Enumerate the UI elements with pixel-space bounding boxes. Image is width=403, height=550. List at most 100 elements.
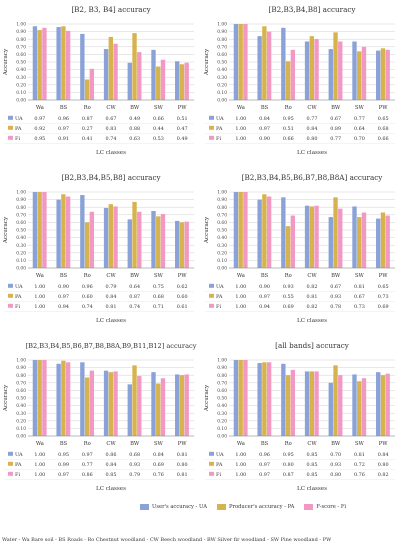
table-swatch-ua [8, 283, 13, 288]
table-cell: 0.71 [153, 304, 164, 310]
table-cell: 0.93 [330, 294, 341, 300]
x-tick-label: Ro [285, 105, 292, 111]
bar-ua-ro [281, 363, 286, 436]
table-cell: 0.67 [330, 284, 341, 290]
y-axis-label: Accuracy [3, 216, 9, 244]
x-axis-label: LC classes [96, 486, 126, 492]
table-cell: 0.87 [129, 294, 140, 300]
table-cell: 0.79 [106, 284, 117, 290]
bar-ua-cw [304, 41, 310, 100]
y-tick-label: 0.60 [217, 389, 227, 394]
y-tick-label: 0.50 [217, 397, 227, 402]
bar-pa-bs [262, 194, 267, 268]
bar-pa-sw [357, 381, 362, 436]
table-cell: 0.68 [153, 294, 164, 300]
bar-pa-cw [108, 204, 113, 268]
bar-ua-sw [151, 372, 156, 436]
bar-ua-cw [304, 371, 310, 436]
table-cell: 0.96 [259, 452, 270, 458]
table-cell: 0.87 [283, 472, 294, 478]
table-cell: 1.00 [235, 126, 246, 132]
x-tick-label: SW [355, 105, 365, 111]
table-cell: 0.84 [153, 452, 164, 458]
legend-label-ua: User's accuracy - UA [152, 504, 207, 510]
table-cell: 0.85 [307, 452, 318, 458]
y-tick-label: 0.10 [16, 427, 26, 432]
y-tick-label: 1.00 [16, 23, 26, 28]
x-tick-label: CW [307, 273, 317, 279]
x-tick-label: BW [130, 441, 140, 447]
table-cell: 0.87 [82, 116, 93, 122]
bar-fi-bs [65, 362, 71, 436]
table-cell: 0.84 [106, 462, 117, 468]
table-cell: 0.72 [354, 462, 365, 468]
bar-fi-wa [243, 24, 248, 100]
table-cell: 0.49 [177, 136, 188, 142]
bar-fi-cw [113, 371, 118, 436]
table-cell: 0.60 [177, 294, 188, 300]
table-cell: 0.63 [129, 136, 140, 142]
x-tick-label: Ro [84, 273, 91, 279]
y-tick-label: 0.50 [16, 397, 26, 402]
bar-fi-cw [314, 371, 319, 436]
table-cell: 0.41 [82, 136, 93, 142]
table-cell: 0.47 [177, 126, 188, 132]
table-row-label-ua: UA [216, 284, 224, 290]
y-tick-label: 0.20 [16, 251, 26, 256]
y-tick-label: 1.00 [217, 191, 227, 196]
bar-pa-ro [84, 377, 90, 436]
y-tick-label: 0.00 [16, 435, 26, 440]
bar-ua-bw [127, 384, 132, 436]
table-row-label-pa: PA [216, 462, 223, 468]
x-tick-label: BS [261, 105, 269, 111]
bar-fi-bw [338, 41, 343, 100]
bar-fi-bw [137, 211, 142, 268]
table-cell: 0.97 [259, 294, 270, 300]
table-cell: 0.79 [129, 472, 140, 478]
bar-pa-cw [108, 36, 113, 100]
y-tick-label: 0.90 [217, 198, 227, 203]
bar-pa-ro [84, 222, 90, 268]
table-cell: 0.69 [283, 304, 294, 310]
bar-fi-wa [42, 27, 47, 100]
bar-fi-bw [338, 208, 343, 268]
bar-ua-pw [376, 372, 381, 436]
bar-ua-bs [56, 199, 61, 268]
bar-ua-bw [328, 49, 333, 100]
y-tick-label: 0.50 [217, 61, 227, 66]
chart-panel-3: [B2,B3,B4,B5,B8] accuracy 0.00 0.10 0.20 0.3… [3, 173, 194, 324]
table-cell: 1.00 [34, 294, 45, 300]
bar-fi-sw [361, 378, 367, 436]
y-tick-label: 0.70 [217, 381, 227, 386]
table-cell: 0.67 [106, 116, 117, 122]
table-cell: 0.93 [129, 462, 140, 468]
bar-ua-pw [376, 50, 381, 100]
x-tick-label: PW [178, 105, 187, 111]
table-cell: 0.90 [259, 284, 270, 290]
x-tick-label: Wa [237, 273, 245, 279]
bar-pa-bs [262, 362, 267, 436]
bar-ua-ro [80, 33, 85, 100]
bar-ua-wa [32, 360, 38, 436]
table-cell: 1.00 [235, 284, 246, 290]
legend-swatch-pa [216, 504, 226, 510]
y-tick-label: 0.60 [16, 221, 26, 226]
table-swatch-pa [209, 293, 214, 298]
table-row-label-ua: UA [216, 452, 224, 458]
bar-pa-sw [357, 217, 362, 268]
table-cell: 0.95 [58, 452, 69, 458]
y-tick-label: 0.00 [16, 99, 26, 104]
table-swatch-ua [209, 115, 214, 120]
table-cell: 1.00 [235, 304, 246, 310]
bar-pa-bw [132, 33, 137, 101]
table-swatch-ua [209, 283, 214, 288]
table-cell: 0.74 [106, 136, 117, 142]
bar-ua-bs [257, 363, 262, 436]
y-tick-label: 0.20 [217, 251, 227, 256]
table-cell: 0.70 [354, 136, 365, 142]
table-cell: 0.49 [129, 116, 140, 122]
table-cell: 1.00 [235, 136, 246, 142]
chart-title: [B2,B3,B4,B8] accuracy [269, 5, 357, 14]
y-tick-label: 0.10 [217, 427, 227, 432]
y-tick-label: 0.00 [217, 267, 227, 272]
